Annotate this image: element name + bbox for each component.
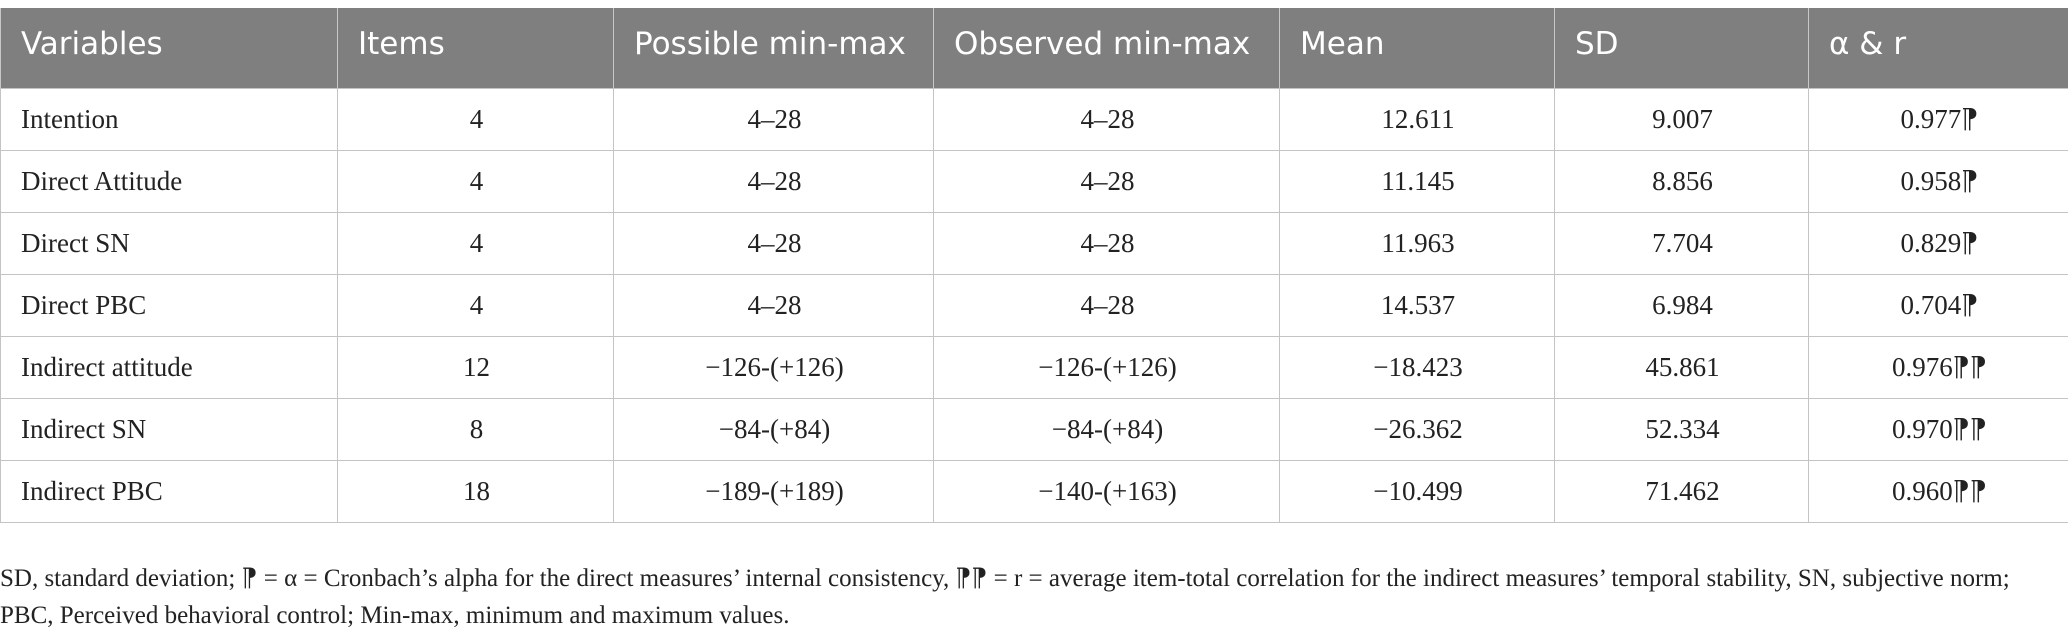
cell-mean: −10.499 [1279, 459, 1555, 523]
table-footnote: SD, standard deviation; ⁋ = α = Cronbach… [0, 565, 2010, 629]
table-row: Intention 4 4–28 4–28 12.611 9.007 0.977… [0, 87, 2068, 151]
header-variables: Variables [0, 8, 338, 88]
cell-observed-min-max: −126-(+126) [933, 335, 1280, 399]
cell-possible-min-max: −84-(+84) [613, 397, 934, 461]
cell-sd: 52.334 [1554, 397, 1809, 461]
cell-variable: Indirect PBC [0, 459, 338, 523]
cell-variable: Direct Attitude [0, 149, 338, 213]
cell-mean: 11.963 [1279, 211, 1555, 275]
cell-alpha-r: 0.970⁋⁋ [1808, 397, 2068, 461]
cell-possible-min-max: 4–28 [613, 87, 934, 151]
table-row: Indirect SN 8 −84-(+84) −84-(+84) −26.36… [0, 397, 2068, 461]
cell-items: 8 [337, 397, 614, 461]
cell-items: 4 [337, 149, 614, 213]
cell-variable: Direct SN [0, 211, 338, 275]
table-row: Direct SN 4 4–28 4–28 11.963 7.704 0.829… [0, 211, 2068, 275]
cell-alpha-r: 0.977⁋ [1808, 87, 2068, 151]
header-sd: SD [1554, 8, 1809, 88]
cell-variable: Intention [0, 87, 338, 151]
cell-alpha-r: 0.829⁋ [1808, 211, 2068, 275]
cell-items: 4 [337, 211, 614, 275]
cell-mean: −26.362 [1279, 397, 1555, 461]
table-row: Direct PBC 4 4–28 4–28 14.537 6.984 0.70… [0, 273, 2068, 337]
header-mean: Mean [1279, 8, 1555, 88]
cell-sd: 7.704 [1554, 211, 1809, 275]
cell-observed-min-max: 4–28 [933, 273, 1280, 337]
cell-alpha-r: 0.976⁋⁋ [1808, 335, 2068, 399]
cell-possible-min-max: 4–28 [613, 273, 934, 337]
cell-alpha-r: 0.960⁋⁋ [1808, 459, 2068, 523]
cell-mean: 12.611 [1279, 87, 1555, 151]
header-possible-min-max: Possible min-max [613, 8, 934, 88]
statistics-table: Variables Items Possible min-max Observe… [0, 8, 2068, 523]
cell-sd: 71.462 [1554, 459, 1809, 523]
cell-sd: 6.984 [1554, 273, 1809, 337]
cell-variable: Direct PBC [0, 273, 338, 337]
cell-items: 18 [337, 459, 614, 523]
cell-mean: 11.145 [1279, 149, 1555, 213]
cell-sd: 45.861 [1554, 335, 1809, 399]
cell-variable: Indirect attitude [0, 335, 338, 399]
table-header-row: Variables Items Possible min-max Observe… [0, 8, 2068, 88]
table-row: Direct Attitude 4 4–28 4–28 11.145 8.856… [0, 149, 2068, 213]
header-observed-min-max: Observed min-max [933, 8, 1280, 88]
cell-possible-min-max: 4–28 [613, 149, 934, 213]
table-row: Indirect PBC 18 −189-(+189) −140-(+163) … [0, 459, 2068, 523]
header-alpha-r: α & r [1808, 8, 2068, 88]
cell-variable: Indirect SN [0, 397, 338, 461]
cell-sd: 9.007 [1554, 87, 1809, 151]
cell-possible-min-max: −126-(+126) [613, 335, 934, 399]
cell-alpha-r: 0.704⁋ [1808, 273, 2068, 337]
cell-alpha-r: 0.958⁋ [1808, 149, 2068, 213]
cell-observed-min-max: −84-(+84) [933, 397, 1280, 461]
cell-observed-min-max: −140-(+163) [933, 459, 1280, 523]
cell-observed-min-max: 4–28 [933, 149, 1280, 213]
header-items: Items [337, 8, 614, 88]
cell-observed-min-max: 4–28 [933, 211, 1280, 275]
table-row: Indirect attitude 12 −126-(+126) −126-(+… [0, 335, 2068, 399]
cell-possible-min-max: 4–28 [613, 211, 934, 275]
cell-items: 12 [337, 335, 614, 399]
cell-possible-min-max: −189-(+189) [613, 459, 934, 523]
cell-observed-min-max: 4–28 [933, 87, 1280, 151]
cell-mean: −18.423 [1279, 335, 1555, 399]
cell-mean: 14.537 [1279, 273, 1555, 337]
cell-items: 4 [337, 87, 614, 151]
cell-items: 4 [337, 273, 614, 337]
cell-sd: 8.856 [1554, 149, 1809, 213]
